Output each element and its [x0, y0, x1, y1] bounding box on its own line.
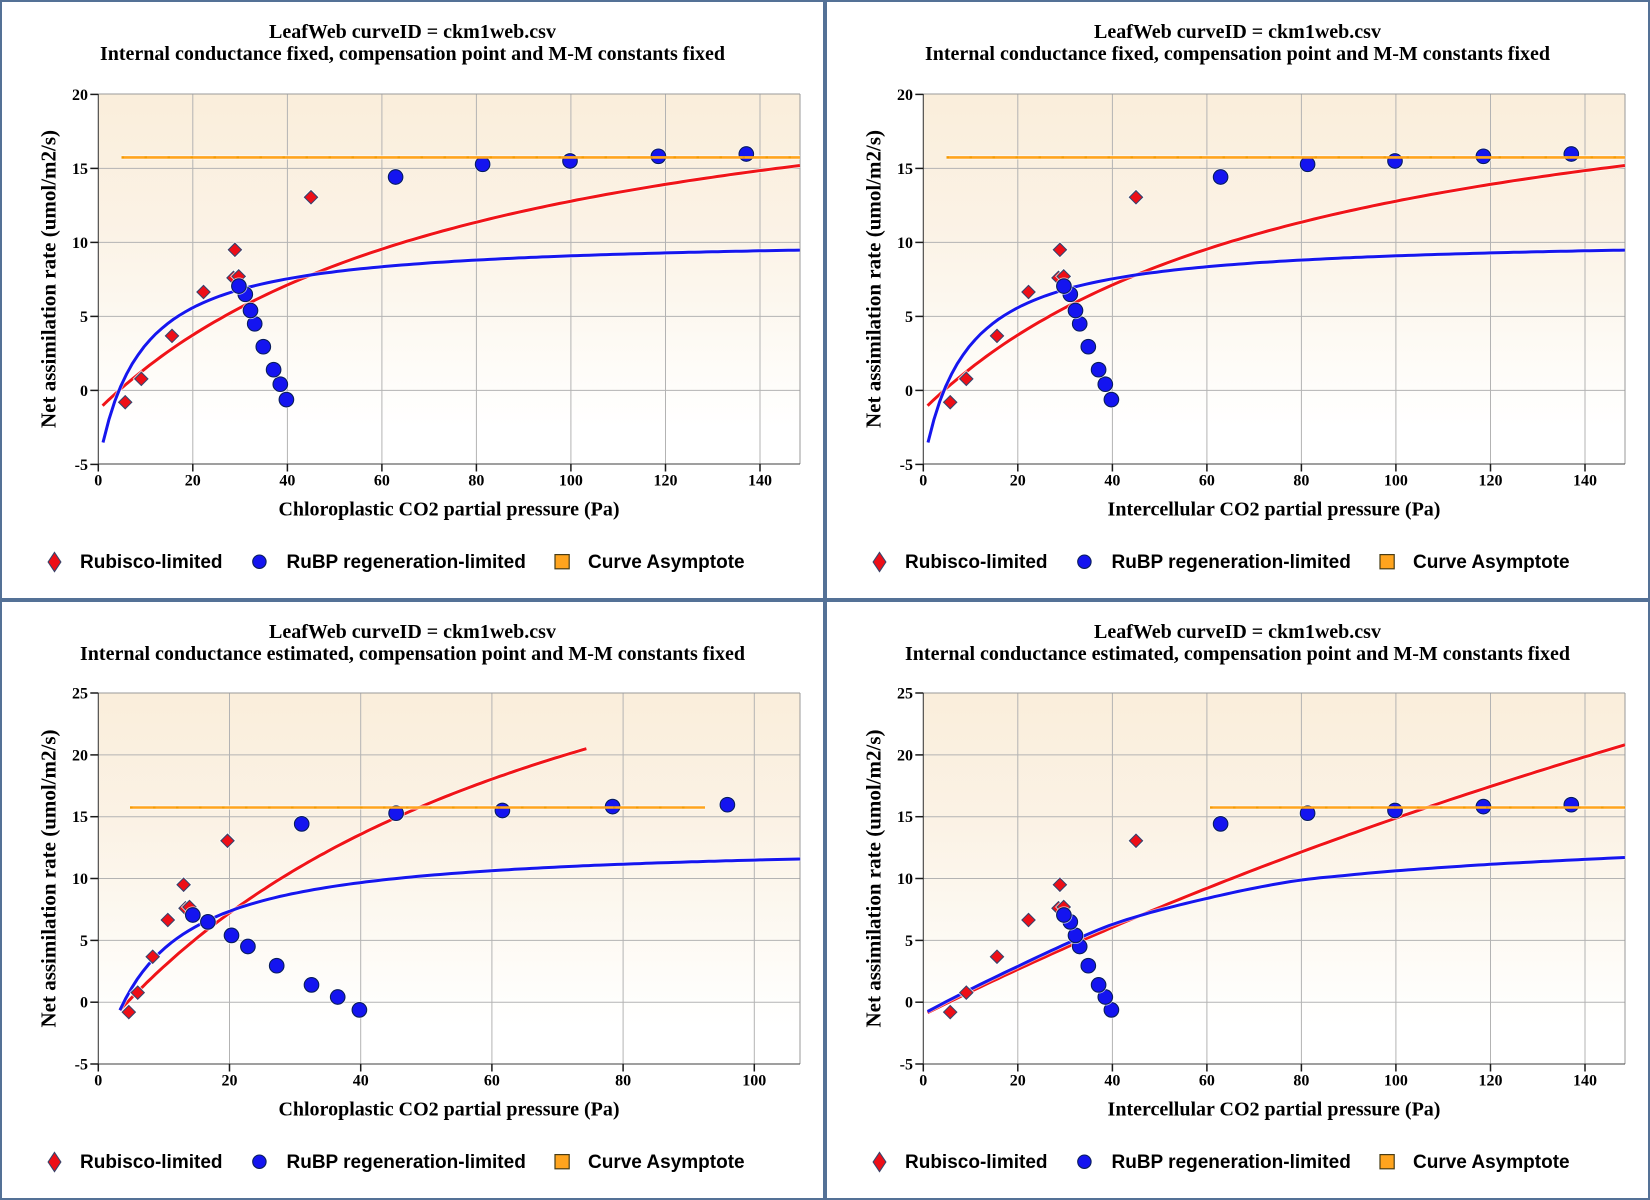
svg-text:10: 10: [72, 871, 88, 888]
svg-text:40: 40: [353, 1073, 369, 1090]
svg-text:100: 100: [559, 473, 583, 490]
svg-text:RuBP regeneration-limited: RuBP regeneration-limited: [287, 1152, 526, 1173]
svg-text:0: 0: [80, 383, 88, 400]
svg-text:100: 100: [1384, 1073, 1408, 1090]
svg-text:0: 0: [94, 1073, 102, 1090]
svg-text:5: 5: [905, 933, 913, 950]
svg-text:10: 10: [897, 871, 913, 888]
svg-text:0: 0: [905, 383, 913, 400]
svg-text:LeafWeb curveID = ckm1web.csv: LeafWeb curveID = ckm1web.csv: [1094, 621, 1381, 643]
svg-text:0: 0: [80, 995, 88, 1012]
svg-text:Intercellular CO2 partial pres: Intercellular CO2 partial pressure (Pa): [1108, 499, 1441, 521]
svg-text:120: 120: [654, 473, 678, 490]
svg-text:20: 20: [1010, 473, 1026, 490]
svg-text:0: 0: [919, 1073, 927, 1090]
svg-text:LeafWeb curveID = ckm1web.csv: LeafWeb curveID = ckm1web.csv: [269, 621, 556, 643]
svg-text:LeafWeb curveID = ckm1web.csv: LeafWeb curveID = ckm1web.csv: [269, 21, 556, 43]
svg-text:Rubisco-limited: Rubisco-limited: [905, 1152, 1048, 1173]
svg-text:Rubisco-limited: Rubisco-limited: [80, 552, 223, 573]
svg-text:15: 15: [897, 161, 913, 178]
svg-text:Curve Asymptote: Curve Asymptote: [588, 552, 745, 573]
svg-text:15: 15: [897, 809, 913, 826]
svg-text:Internal conductance fixed, co: Internal conductance fixed, compensation…: [100, 43, 725, 65]
svg-text:RuBP regeneration-limited: RuBP regeneration-limited: [287, 552, 526, 573]
svg-text:-5: -5: [75, 1056, 88, 1073]
svg-text:20: 20: [185, 473, 201, 490]
svg-text:140: 140: [1573, 1073, 1597, 1090]
svg-text:20: 20: [222, 1073, 238, 1090]
svg-text:0: 0: [94, 473, 102, 490]
svg-text:Chloroplastic CO2 partial pres: Chloroplastic CO2 partial pressure (Pa): [278, 499, 619, 521]
svg-text:60: 60: [484, 1073, 500, 1090]
svg-text:5: 5: [905, 309, 913, 326]
svg-text:LeafWeb curveID = ckm1web.csv: LeafWeb curveID = ckm1web.csv: [1094, 21, 1381, 43]
svg-text:Net assimilation rate (umol/m2: Net assimilation rate (umol/m2/s): [862, 729, 886, 1027]
svg-text:120: 120: [1479, 1073, 1503, 1090]
svg-text:100: 100: [1384, 473, 1408, 490]
svg-text:Internal conductance fixed, co: Internal conductance fixed, compensation…: [925, 43, 1550, 65]
svg-text:15: 15: [72, 161, 88, 178]
svg-text:-5: -5: [900, 1056, 913, 1073]
svg-text:Internal conductance estimated: Internal conductance estimated, compensa…: [80, 643, 745, 665]
svg-text:40: 40: [1104, 473, 1120, 490]
svg-text:15: 15: [72, 809, 88, 826]
svg-text:Curve Asymptote: Curve Asymptote: [1413, 1152, 1570, 1173]
svg-text:RuBP regeneration-limited: RuBP regeneration-limited: [1112, 552, 1351, 573]
svg-text:80: 80: [615, 1073, 631, 1090]
svg-text:140: 140: [748, 473, 772, 490]
svg-text:RuBP regeneration-limited: RuBP regeneration-limited: [1112, 1152, 1351, 1173]
svg-text:100: 100: [742, 1073, 766, 1090]
svg-text:80: 80: [1293, 473, 1309, 490]
svg-text:Chloroplastic CO2 partial pres: Chloroplastic CO2 partial pressure (Pa): [278, 1099, 619, 1121]
svg-text:Intercellular CO2 partial pres: Intercellular CO2 partial pressure (Pa): [1108, 1099, 1441, 1121]
svg-text:Rubisco-limited: Rubisco-limited: [80, 1152, 223, 1173]
svg-text:5: 5: [80, 933, 88, 950]
svg-text:5: 5: [80, 309, 88, 326]
svg-text:10: 10: [72, 235, 88, 252]
svg-text:80: 80: [1293, 1073, 1309, 1090]
svg-text:Curve Asymptote: Curve Asymptote: [588, 1152, 745, 1173]
svg-text:20: 20: [897, 87, 913, 104]
svg-text:Net assimilation rate (umol/m2: Net assimilation rate (umol/m2/s): [37, 130, 61, 428]
svg-text:20: 20: [72, 747, 88, 764]
svg-text:20: 20: [897, 747, 913, 764]
svg-text:25: 25: [897, 685, 913, 702]
svg-text:Net assimilation rate (umol/m2: Net assimilation rate (umol/m2/s): [37, 729, 61, 1027]
svg-text:60: 60: [1199, 1073, 1215, 1090]
svg-text:-5: -5: [900, 457, 913, 474]
svg-text:20: 20: [1010, 1073, 1026, 1090]
svg-text:Internal conductance estimated: Internal conductance estimated, compensa…: [905, 643, 1570, 665]
svg-text:120: 120: [1479, 473, 1503, 490]
svg-text:0: 0: [919, 473, 927, 490]
svg-text:140: 140: [1573, 473, 1597, 490]
svg-text:10: 10: [897, 235, 913, 252]
svg-text:40: 40: [279, 473, 295, 490]
svg-text:Net assimilation rate (umol/m2: Net assimilation rate (umol/m2/s): [862, 130, 886, 428]
svg-text:-5: -5: [75, 457, 88, 474]
svg-text:25: 25: [72, 685, 88, 702]
svg-text:Rubisco-limited: Rubisco-limited: [905, 552, 1048, 573]
svg-text:20: 20: [72, 87, 88, 104]
svg-text:Curve Asymptote: Curve Asymptote: [1413, 552, 1570, 573]
svg-text:80: 80: [468, 473, 484, 490]
svg-text:60: 60: [1199, 473, 1215, 490]
svg-text:0: 0: [905, 995, 913, 1012]
svg-text:40: 40: [1104, 1073, 1120, 1090]
svg-text:60: 60: [374, 473, 390, 490]
